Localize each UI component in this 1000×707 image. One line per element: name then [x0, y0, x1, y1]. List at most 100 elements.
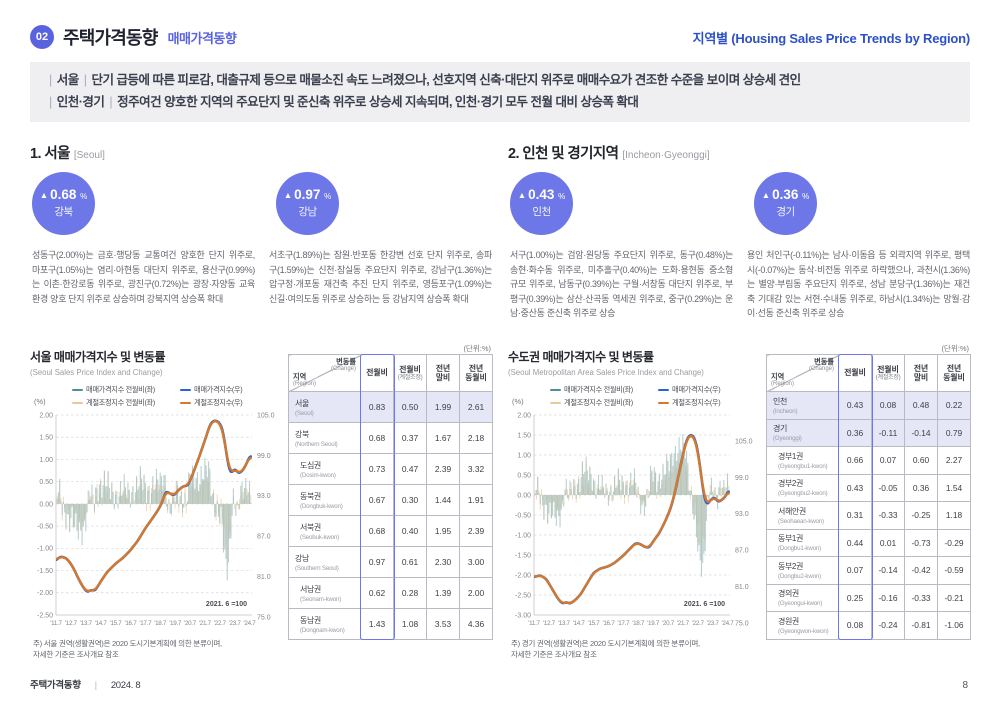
svg-text:1.00: 1.00	[39, 457, 53, 464]
separator-bar: |	[83, 73, 87, 87]
region-paragraph: 용인 처인구(-0.11%)는 남사·이동읍 등 외곽지역 위주로, 평택시(-…	[747, 250, 970, 319]
svg-text:'13.7: '13.7	[558, 620, 571, 627]
value-cell: 0.25	[838, 583, 872, 612]
base-period-annotation: 2021. 6 =100	[206, 601, 247, 608]
region-name-english: (Gyeongbu1-kwon)	[778, 462, 828, 470]
chart-block: 수도권 매매가격지수 및 변동률 (Seoul Metropolitan Area…	[508, 348, 768, 644]
value-cell: -0.24	[871, 611, 905, 640]
svg-text:'16.7: '16.7	[602, 620, 615, 627]
svg-text:'24.7: '24.7	[722, 620, 735, 627]
value-cell: -0.11	[871, 418, 905, 447]
section-number-badge: 02	[30, 25, 54, 49]
section-heading-english: [Incheon·Gyeonggi]	[622, 150, 710, 161]
region-name: 동부2권	[778, 561, 803, 571]
region-paragraphs: 성동구(2.00%)는 금호·행당동 교통여건 양호한 단지 위주로, 마포구(…	[32, 248, 492, 306]
svg-text:'21.7: '21.7	[677, 620, 690, 627]
value-cell: 0.07	[871, 446, 905, 475]
table-row: 서북권 (Seobuk-kwon) 0.68 0.40 1.95 2.39	[288, 515, 493, 547]
column-header: 전월비 (계절조정)	[871, 354, 905, 392]
region-name: 동북권	[300, 491, 321, 501]
up-triangle-icon: ▲	[39, 189, 49, 200]
page-title-english: 지역별 (Housing Sales Price Trends by Regio…	[692, 30, 971, 46]
table-row: 경부1권 (Gyeongbu1-kwon) 0.66 0.07 0.60 2.27	[766, 446, 971, 475]
svg-text:'17.7: '17.7	[617, 620, 630, 627]
table-row: 동북권 (Dongbuk-kwon) 0.67 0.30 1.44 1.91	[288, 484, 493, 516]
legend-swatch	[72, 388, 83, 392]
region-cell: 동부1권 (Dongbu1-kwon)	[766, 528, 839, 557]
stat-region: 인천	[532, 206, 551, 219]
region-name-english: (Southern Seoul)	[295, 564, 339, 572]
stat-value: ▲ 0.97 %	[283, 186, 332, 202]
legend-swatch	[180, 401, 191, 405]
change-table-wrap: (단위:%) 변동률 (Change) 지역 (Region) 전월비 전월비 (계절조정) 전…	[288, 344, 493, 640]
region-cell: 경부2권 (Gyeongbu2-kwon)	[766, 473, 839, 502]
svg-text:'23.7: '23.7	[707, 620, 720, 627]
legend-item: 매매가격지수 전월비(좌)	[72, 385, 180, 395]
table-row: 인천 (Incheon) 0.43 0.08 0.48 0.22	[766, 391, 971, 420]
page-footer: 주택가격동향 | 2024. 8	[30, 677, 141, 691]
svg-text:105.0: 105.0	[257, 412, 275, 419]
region-cell: 동부2권 (Dongbu2-kwon)	[766, 556, 839, 585]
region-name: 강북	[295, 429, 309, 439]
region-name: 서울	[295, 398, 309, 408]
up-triangle-icon: ▲	[283, 189, 293, 200]
svg-text:99.0: 99.0	[735, 475, 749, 482]
region-name: 동부1권	[778, 534, 803, 544]
stat-region: 경기	[776, 206, 795, 219]
value-cell: -0.81	[904, 611, 938, 640]
section-heading-number: 2.	[508, 146, 523, 162]
region-name-english: (Seonam-kwon)	[300, 595, 342, 603]
chart-subtitle: (Seoul Sales Price Index and Change)	[30, 368, 163, 377]
value-cell: 0.28	[393, 577, 427, 609]
chart-legend: (%) 매매가격지수 전월비(좌) 매매가격지수(우) 계절조정지수 전월비(좌) 계절…	[30, 385, 290, 407]
legend-swatch	[180, 388, 191, 392]
change-table: 변동률 (Change) 지역 (Region) 전월비 전월비 (계절조정) 전년 말비 전년 동…	[766, 354, 971, 640]
legend-item: 매매가격지수(우)	[180, 385, 280, 395]
column-header: 전월비	[838, 354, 872, 392]
column-header-sub: (계절조정)	[397, 373, 423, 381]
corner-region-label: 지역 (Region)	[771, 371, 795, 388]
value-cell: 1.44	[426, 484, 460, 516]
stat-circle: ▲ 0.68 % 강북	[32, 172, 95, 235]
change-table: 변동률 (Change) 지역 (Region) 전월비 전월비 (계절조정) 전년 말비 전년 동…	[288, 354, 493, 640]
footer-date: 2024. 8	[110, 680, 141, 691]
value-cell: 0.73	[360, 453, 394, 485]
region-cell: 강북 (Northern Seoul)	[288, 422, 361, 454]
table-row: 강남 (Southern Seoul) 0.97 0.61 2.30 3.00	[288, 546, 493, 578]
up-triangle-icon: ▲	[761, 189, 771, 200]
table-row: 경기 (Gyeonggi) 0.36 -0.11 -0.14 0.79	[766, 418, 971, 447]
section-seoul: 1. 서울 [Seoul] ▲ 0.68 % 강북 ▲ 0.97 % 강남 성동구(2.00%)…	[30, 142, 493, 687]
value-cell: -0.16	[871, 583, 905, 612]
column-header: 전월비 (계절조정)	[393, 354, 427, 392]
up-triangle-icon: ▲	[517, 189, 527, 200]
region-name: 경부2권	[778, 479, 803, 489]
svg-text:0.00: 0.00	[39, 501, 53, 508]
value-cell: 1.95	[426, 515, 460, 547]
region-name: 서남권	[300, 584, 321, 594]
table-unit-label: (단위:%)	[463, 344, 491, 353]
region-name: 도심권	[300, 460, 321, 470]
corner-change-label: 변동률 (Change)	[330, 357, 356, 373]
value-cell: 0.36	[904, 473, 938, 502]
legend-item: 계절조정지수 전월비(좌)	[72, 398, 180, 408]
region-name-english: (Dosim-kwon)	[300, 471, 336, 479]
price-index-chart: 2.00 1.50 1.00 0.50 0.00 -0.50 -1.00 -1.50 -2.00…	[515, 412, 753, 627]
region-name-english: (Dongbu1-kwon)	[778, 545, 821, 553]
legend-swatch	[658, 401, 669, 405]
value-cell: -0.14	[904, 418, 938, 447]
stat-circle: ▲ 0.43 % 인천	[510, 172, 573, 235]
sales-price-index-line	[56, 419, 252, 593]
value-cell: 0.36	[838, 418, 872, 447]
table-unit-label: (단위:%)	[941, 344, 969, 353]
value-cell: 0.40	[393, 515, 427, 547]
svg-text:'14.7: '14.7	[573, 620, 586, 627]
svg-text:'15.7: '15.7	[110, 620, 123, 627]
legend-label: 매매가격지수(우)	[194, 385, 243, 394]
region-name: 서해안권	[778, 506, 806, 516]
svg-text:'12.7: '12.7	[65, 620, 78, 627]
value-cell: 0.66	[838, 446, 872, 475]
region-cell: 서해안권 (Seohaean-kwon)	[766, 501, 839, 530]
value-cell: 0.44	[838, 528, 872, 557]
column-header: 전년 말비	[904, 354, 938, 392]
stat-region: 강남	[298, 206, 317, 219]
